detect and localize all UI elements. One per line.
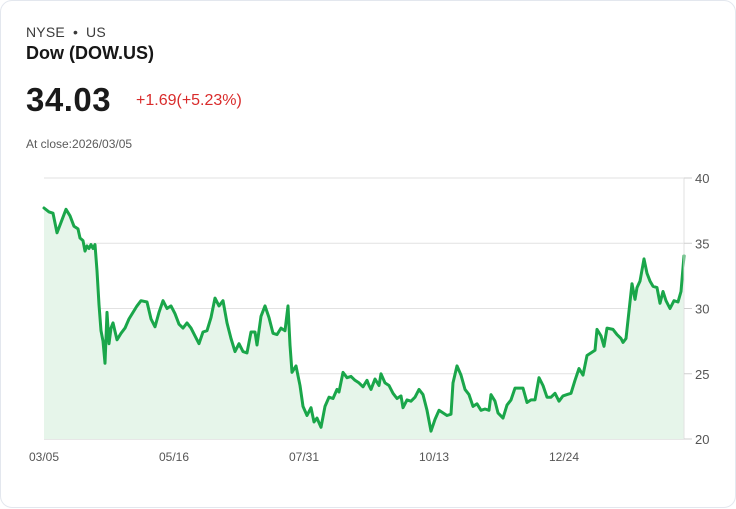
separator-dot: • bbox=[72, 24, 79, 40]
price-line[interactable] bbox=[42, 206, 686, 433]
current-price: 34.03 bbox=[26, 81, 112, 118]
y-tick-label: 40 bbox=[695, 171, 709, 186]
stock-title: Dow (DOW.US) bbox=[26, 43, 154, 63]
exchange-name: NYSE bbox=[26, 24, 65, 40]
x-tick-label: 12/24 bbox=[549, 450, 579, 464]
y-tick-label: 25 bbox=[695, 367, 709, 382]
price-area-fill bbox=[44, 208, 684, 439]
price-change: +1.69(+5.23%) bbox=[136, 92, 242, 109]
x-tick-label: 10/13 bbox=[419, 450, 449, 464]
close-timestamp: At close:2026/03/05 bbox=[26, 137, 133, 151]
region-name: US bbox=[86, 24, 106, 40]
y-tick-label: 35 bbox=[695, 236, 709, 251]
x-tick-label: 03/05 bbox=[29, 450, 59, 464]
x-tick-label: 07/31 bbox=[289, 450, 319, 464]
x-tick-label: 05/16 bbox=[159, 450, 189, 464]
y-axis-ticks: 40 35 30 25 20 bbox=[684, 171, 709, 447]
exchange-line: NYSE • US bbox=[26, 24, 106, 40]
x-axis-ticks: 03/05 05/16 07/31 10/13 12/24 bbox=[29, 450, 579, 464]
y-tick-label: 30 bbox=[695, 302, 709, 317]
y-tick-label: 20 bbox=[695, 432, 709, 447]
